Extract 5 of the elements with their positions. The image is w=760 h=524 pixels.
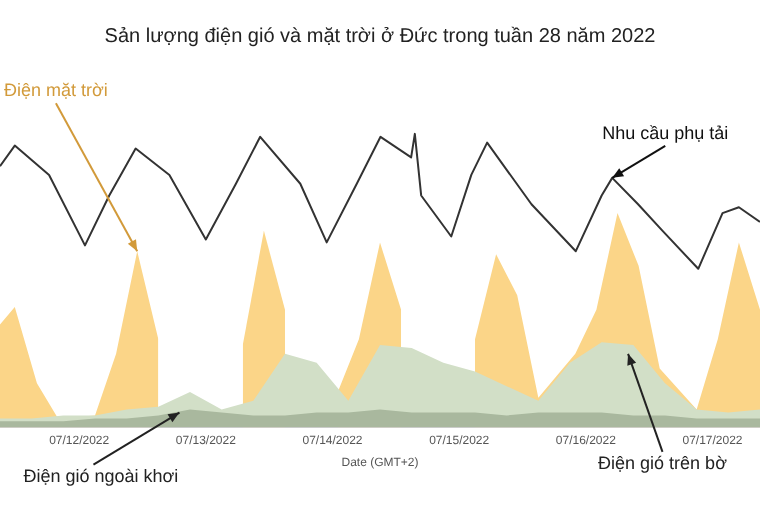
- chart-title: Sản lượng điện gió và mặt trời ở Đức trong tuần 28 năm 2022: [104, 25, 657, 48]
- annotation: Nhu cầu phụ tải: [602, 122, 729, 143]
- annotation: Điện mặt trời: [4, 80, 108, 101]
- annotation: Điện gió ngoài khơi: [23, 465, 179, 486]
- annotation: Điện gió trên bờ: [598, 452, 728, 473]
